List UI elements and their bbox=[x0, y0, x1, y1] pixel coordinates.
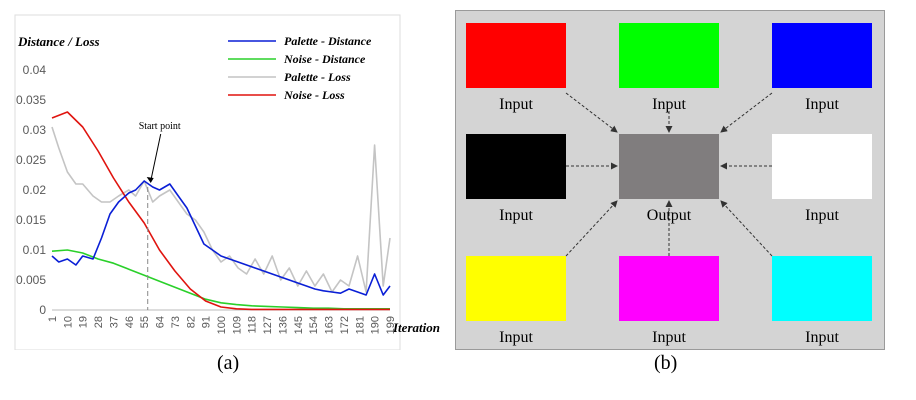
middle-left-label: Input bbox=[499, 207, 533, 224]
x-tick-label: 199 bbox=[385, 316, 397, 334]
legend-entry: Noise - Distance bbox=[283, 52, 366, 66]
arrow-bottom-right-to-center bbox=[720, 200, 773, 257]
start-point-arrowhead bbox=[146, 177, 154, 183]
y-tick-label: 0.005 bbox=[16, 273, 46, 287]
x-tick-label: 73 bbox=[170, 316, 182, 328]
bottom-center-label: Input bbox=[652, 329, 686, 346]
y-tick-label: 0.04 bbox=[23, 63, 47, 77]
top-center-label: Input bbox=[652, 96, 686, 113]
top-right-color-swatch bbox=[772, 23, 872, 88]
color-diagram: Input Input Input Input Output Input Input Inpu… bbox=[455, 10, 885, 350]
y-tick-label: 0.015 bbox=[16, 213, 46, 227]
x-tick-label: 10 bbox=[62, 316, 74, 328]
top-center-color-swatch bbox=[619, 23, 719, 88]
middle-right-color-swatch bbox=[772, 134, 872, 199]
legend-entry: Noise - Loss bbox=[283, 88, 345, 102]
arrow-top-left-to-center bbox=[565, 92, 618, 133]
x-axis-title: Iteration bbox=[392, 320, 440, 335]
bottom-left-label: Input bbox=[499, 329, 533, 346]
x-tick-label: 181 bbox=[354, 316, 366, 334]
bottom-center-color-swatch bbox=[619, 256, 719, 321]
line-chart: Distance / Loss Iteration 0 0.005 0.01 0.015 0… bbox=[0, 0, 450, 400]
x-tick-label: 64 bbox=[155, 316, 167, 328]
bottom-right-color-swatch bbox=[772, 256, 872, 321]
start-point-arrow bbox=[150, 133, 162, 182]
x-tick-label: 127 bbox=[262, 316, 274, 334]
y-tick-label: 0.035 bbox=[16, 93, 46, 107]
x-tick-label: 136 bbox=[277, 316, 289, 334]
x-tick-label: 19 bbox=[78, 316, 90, 328]
legend-entry: Palette - Distance bbox=[284, 34, 372, 48]
y-tick-label: 0.02 bbox=[23, 183, 47, 197]
series-line-noise-loss bbox=[51, 111, 390, 311]
y-axis-title: Distance / Loss bbox=[17, 34, 100, 49]
y-tick-label: 0.03 bbox=[23, 123, 47, 137]
center-color-swatch bbox=[619, 134, 719, 199]
y-tick-label: 0.025 bbox=[16, 153, 46, 167]
x-tick-label: 145 bbox=[293, 316, 305, 334]
chart-frame bbox=[14, 14, 401, 350]
bottom-left-color-swatch bbox=[466, 256, 566, 321]
arrow-layer bbox=[565, 92, 773, 257]
x-tick-label: 46 bbox=[124, 316, 136, 328]
x-tick-label: 172 bbox=[339, 316, 351, 334]
caption-a: (a) bbox=[217, 352, 240, 374]
x-tick-label: 55 bbox=[139, 316, 151, 328]
x-tick-label: 82 bbox=[185, 316, 197, 328]
x-tick-label: 163 bbox=[324, 316, 336, 334]
top-right-label: Input bbox=[805, 96, 839, 113]
chart-canvas: Distance / Loss Iteration 0 0.005 0.01 0.015 0… bbox=[14, 14, 440, 350]
x-tick-label: 154 bbox=[308, 316, 320, 334]
caption-b: (b) bbox=[654, 352, 678, 374]
x-tick-label: 1 bbox=[47, 316, 59, 322]
x-tick-label: 118 bbox=[247, 316, 259, 334]
x-tick-label: 100 bbox=[216, 316, 228, 334]
top-left-color-swatch bbox=[466, 23, 566, 88]
arrow-top-right-to-center bbox=[720, 92, 773, 133]
series-line-palette-loss bbox=[51, 126, 391, 293]
y-tick-label: 0.01 bbox=[23, 243, 47, 257]
y-tick-label: 0 bbox=[39, 303, 46, 317]
middle-left-color-swatch bbox=[466, 134, 566, 199]
x-tick-label: 190 bbox=[370, 316, 382, 334]
center-label: Output bbox=[646, 207, 692, 224]
top-left-label: Input bbox=[499, 96, 533, 113]
start-point-label: Start point bbox=[139, 121, 181, 132]
series-line-noise-distance bbox=[51, 249, 390, 310]
middle-right-label: Input bbox=[805, 207, 839, 224]
x-tick-label: 109 bbox=[231, 316, 243, 334]
bottom-right-label: Input bbox=[805, 329, 839, 346]
x-tick-label: 91 bbox=[201, 316, 213, 328]
x-tick-label: 37 bbox=[108, 316, 120, 328]
series-line-palette-distance bbox=[51, 180, 391, 296]
arrow-bottom-left-to-center bbox=[565, 200, 618, 257]
legend-entry: Palette - Loss bbox=[284, 70, 351, 84]
x-tick-label: 28 bbox=[93, 316, 105, 328]
